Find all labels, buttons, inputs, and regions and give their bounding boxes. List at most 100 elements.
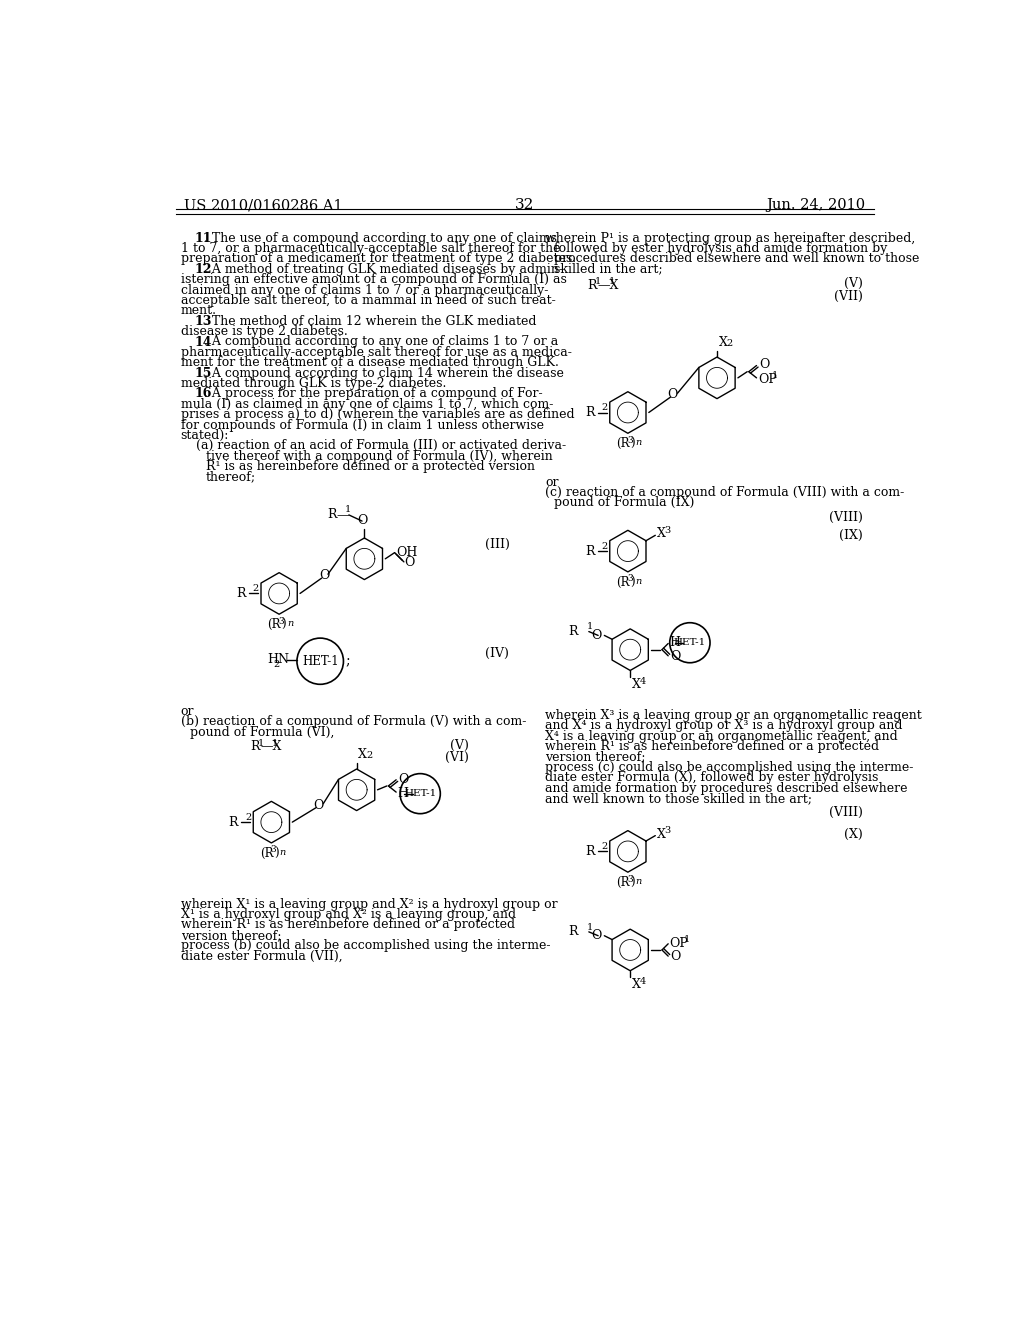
Text: or: or [180, 705, 195, 718]
Text: ): ) [630, 437, 635, 450]
Text: N: N [278, 653, 289, 667]
Text: n: n [636, 438, 642, 447]
Text: 32: 32 [515, 198, 535, 213]
Text: ment for the treatment of a disease mediated through GLK.: ment for the treatment of a disease medi… [180, 356, 558, 370]
Text: (V): (V) [451, 739, 469, 751]
Text: H: H [397, 787, 409, 800]
Text: R¹ is as hereinbefore defined or a protected version: R¹ is as hereinbefore defined or a prote… [206, 461, 535, 474]
Text: O: O [591, 929, 601, 942]
Text: 2: 2 [726, 339, 732, 348]
Text: 11: 11 [195, 231, 212, 244]
Text: ;: ; [345, 655, 349, 668]
Text: pound of Formula (VI),: pound of Formula (VI), [190, 726, 335, 739]
Text: X: X [656, 828, 666, 841]
Text: ): ) [630, 576, 635, 589]
Text: HET-1: HET-1 [404, 789, 436, 799]
Text: . A process for the preparation of a compound of For-: . A process for the preparation of a com… [204, 388, 543, 400]
Text: OH: OH [396, 546, 418, 560]
Text: n: n [636, 577, 642, 586]
Text: 1: 1 [345, 506, 351, 513]
Text: 2: 2 [273, 660, 280, 669]
Text: X: X [719, 337, 727, 350]
Text: US 2010/0160286 A1: US 2010/0160286 A1 [183, 198, 342, 213]
Text: 2: 2 [601, 842, 608, 851]
Text: R: R [237, 587, 246, 601]
Text: and well known to those skilled in the art;: and well known to those skilled in the a… [545, 792, 812, 805]
Text: R: R [585, 845, 595, 858]
Text: wherein X³ is a leaving group or an organometallic reagent: wherein X³ is a leaving group or an orga… [545, 709, 922, 722]
Text: H: H [267, 653, 279, 667]
Text: n: n [287, 619, 293, 628]
Text: ): ) [630, 876, 635, 890]
Text: X⁴ is a leaving group or an organometallic reagent, and: X⁴ is a leaving group or an organometall… [545, 730, 898, 743]
Text: wherein R¹ is as hereinbefore defined or a protected: wherein R¹ is as hereinbefore defined or… [545, 741, 879, 754]
Text: 13: 13 [195, 314, 212, 327]
Text: —: — [336, 510, 349, 523]
Text: . The use of a compound according to any one of claims: . The use of a compound according to any… [204, 231, 557, 244]
Text: (VI): (VI) [445, 751, 469, 763]
Text: n: n [636, 876, 642, 886]
Text: 3: 3 [665, 527, 671, 535]
Text: X: X [656, 527, 666, 540]
Text: 2: 2 [245, 813, 251, 822]
Text: R: R [328, 508, 337, 520]
Text: (R: (R [616, 876, 630, 890]
Text: 3: 3 [627, 875, 633, 883]
Text: ): ) [282, 618, 286, 631]
Text: 2: 2 [601, 543, 608, 550]
Text: 1: 1 [595, 277, 601, 286]
Text: . A method of treating GLK mediated diseases by admin-: . A method of treating GLK mediated dise… [204, 263, 563, 276]
Text: procedures described elsewhere and well known to those: procedures described elsewhere and well … [554, 252, 920, 265]
Text: . The method of claim 12 wherein the GLK mediated: . The method of claim 12 wherein the GLK… [204, 314, 537, 327]
Text: 4: 4 [640, 977, 646, 986]
Text: 1: 1 [587, 923, 593, 932]
Text: 3: 3 [665, 826, 671, 836]
Text: and X⁴ is a hydroxyl group or X³ is a hydroxyl group and: and X⁴ is a hydroxyl group or X³ is a hy… [545, 719, 902, 733]
Text: diate ester Formula (X), followed by ester hydrolysis: diate ester Formula (X), followed by est… [545, 771, 879, 784]
Text: and amide formation by procedures described elsewhere: and amide formation by procedures descri… [545, 781, 907, 795]
Text: wherein R¹ is as hereinbefore defined or a protected: wherein R¹ is as hereinbefore defined or… [180, 919, 515, 932]
Text: 3: 3 [279, 616, 284, 626]
Text: (V): (V) [844, 277, 862, 290]
Text: process (b) could also be accomplished using the interme-: process (b) could also be accomplished u… [180, 940, 550, 952]
Text: ment.: ment. [180, 305, 217, 317]
Text: (R: (R [616, 576, 630, 589]
Text: X: X [632, 978, 641, 991]
Text: pharmaceutically-acceptable salt thereof for use as a medica-: pharmaceutically-acceptable salt thereof… [180, 346, 571, 359]
Text: O: O [313, 799, 324, 812]
Text: O: O [398, 774, 409, 787]
Text: —X: —X [260, 741, 282, 754]
Text: (III): (III) [484, 539, 509, 550]
Text: diate ester Formula (VII),: diate ester Formula (VII), [180, 949, 342, 962]
Text: 1 to 7, or a pharmaceutically-acceptable salt thereof for the: 1 to 7, or a pharmaceutically-acceptable… [180, 242, 560, 255]
Text: tive thereof with a compound of Formula (IV), wherein: tive thereof with a compound of Formula … [206, 450, 552, 463]
Text: (VIII): (VIII) [828, 511, 862, 524]
Text: for compounds of Formula (I) in claim 1 unless otherwise: for compounds of Formula (I) in claim 1 … [180, 418, 544, 432]
Text: disease is type 2 diabetes.: disease is type 2 diabetes. [180, 325, 347, 338]
Text: (b) reaction of a compound of Formula (V) with a com-: (b) reaction of a compound of Formula (V… [180, 715, 526, 729]
Text: 12: 12 [195, 263, 212, 276]
Text: R: R [568, 626, 578, 638]
Text: 1: 1 [257, 739, 263, 747]
Text: 4: 4 [640, 677, 646, 685]
Text: 14: 14 [195, 335, 212, 348]
Text: or: or [545, 475, 558, 488]
Text: X¹ is a hydroxyl group and X² is a leaving group, and: X¹ is a hydroxyl group and X² is a leavi… [180, 908, 516, 921]
Text: HET-1: HET-1 [674, 639, 706, 647]
Text: 1: 1 [609, 277, 615, 286]
Text: 3: 3 [627, 436, 633, 445]
Text: 1: 1 [272, 739, 279, 747]
Text: O: O [671, 950, 681, 964]
Text: 3: 3 [270, 845, 276, 854]
Text: process (c) could also be accomplished using the interme-: process (c) could also be accomplished u… [545, 760, 913, 774]
Text: . A compound according to any one of claims 1 to 7 or a: . A compound according to any one of cla… [204, 335, 558, 348]
Text: 2: 2 [253, 585, 259, 593]
Text: ): ) [273, 847, 279, 859]
Text: R: R [568, 925, 578, 939]
Text: 16: 16 [195, 388, 212, 400]
Text: wherein X¹ is a leaving group and X² is a hydroxyl group or: wherein X¹ is a leaving group and X² is … [180, 898, 557, 911]
Text: n: n [280, 847, 286, 857]
Text: preparation of a medicament for treatment of type 2 diabetes.: preparation of a medicament for treatmen… [180, 252, 575, 265]
Text: R: R [588, 279, 597, 292]
Text: 1: 1 [772, 371, 778, 380]
